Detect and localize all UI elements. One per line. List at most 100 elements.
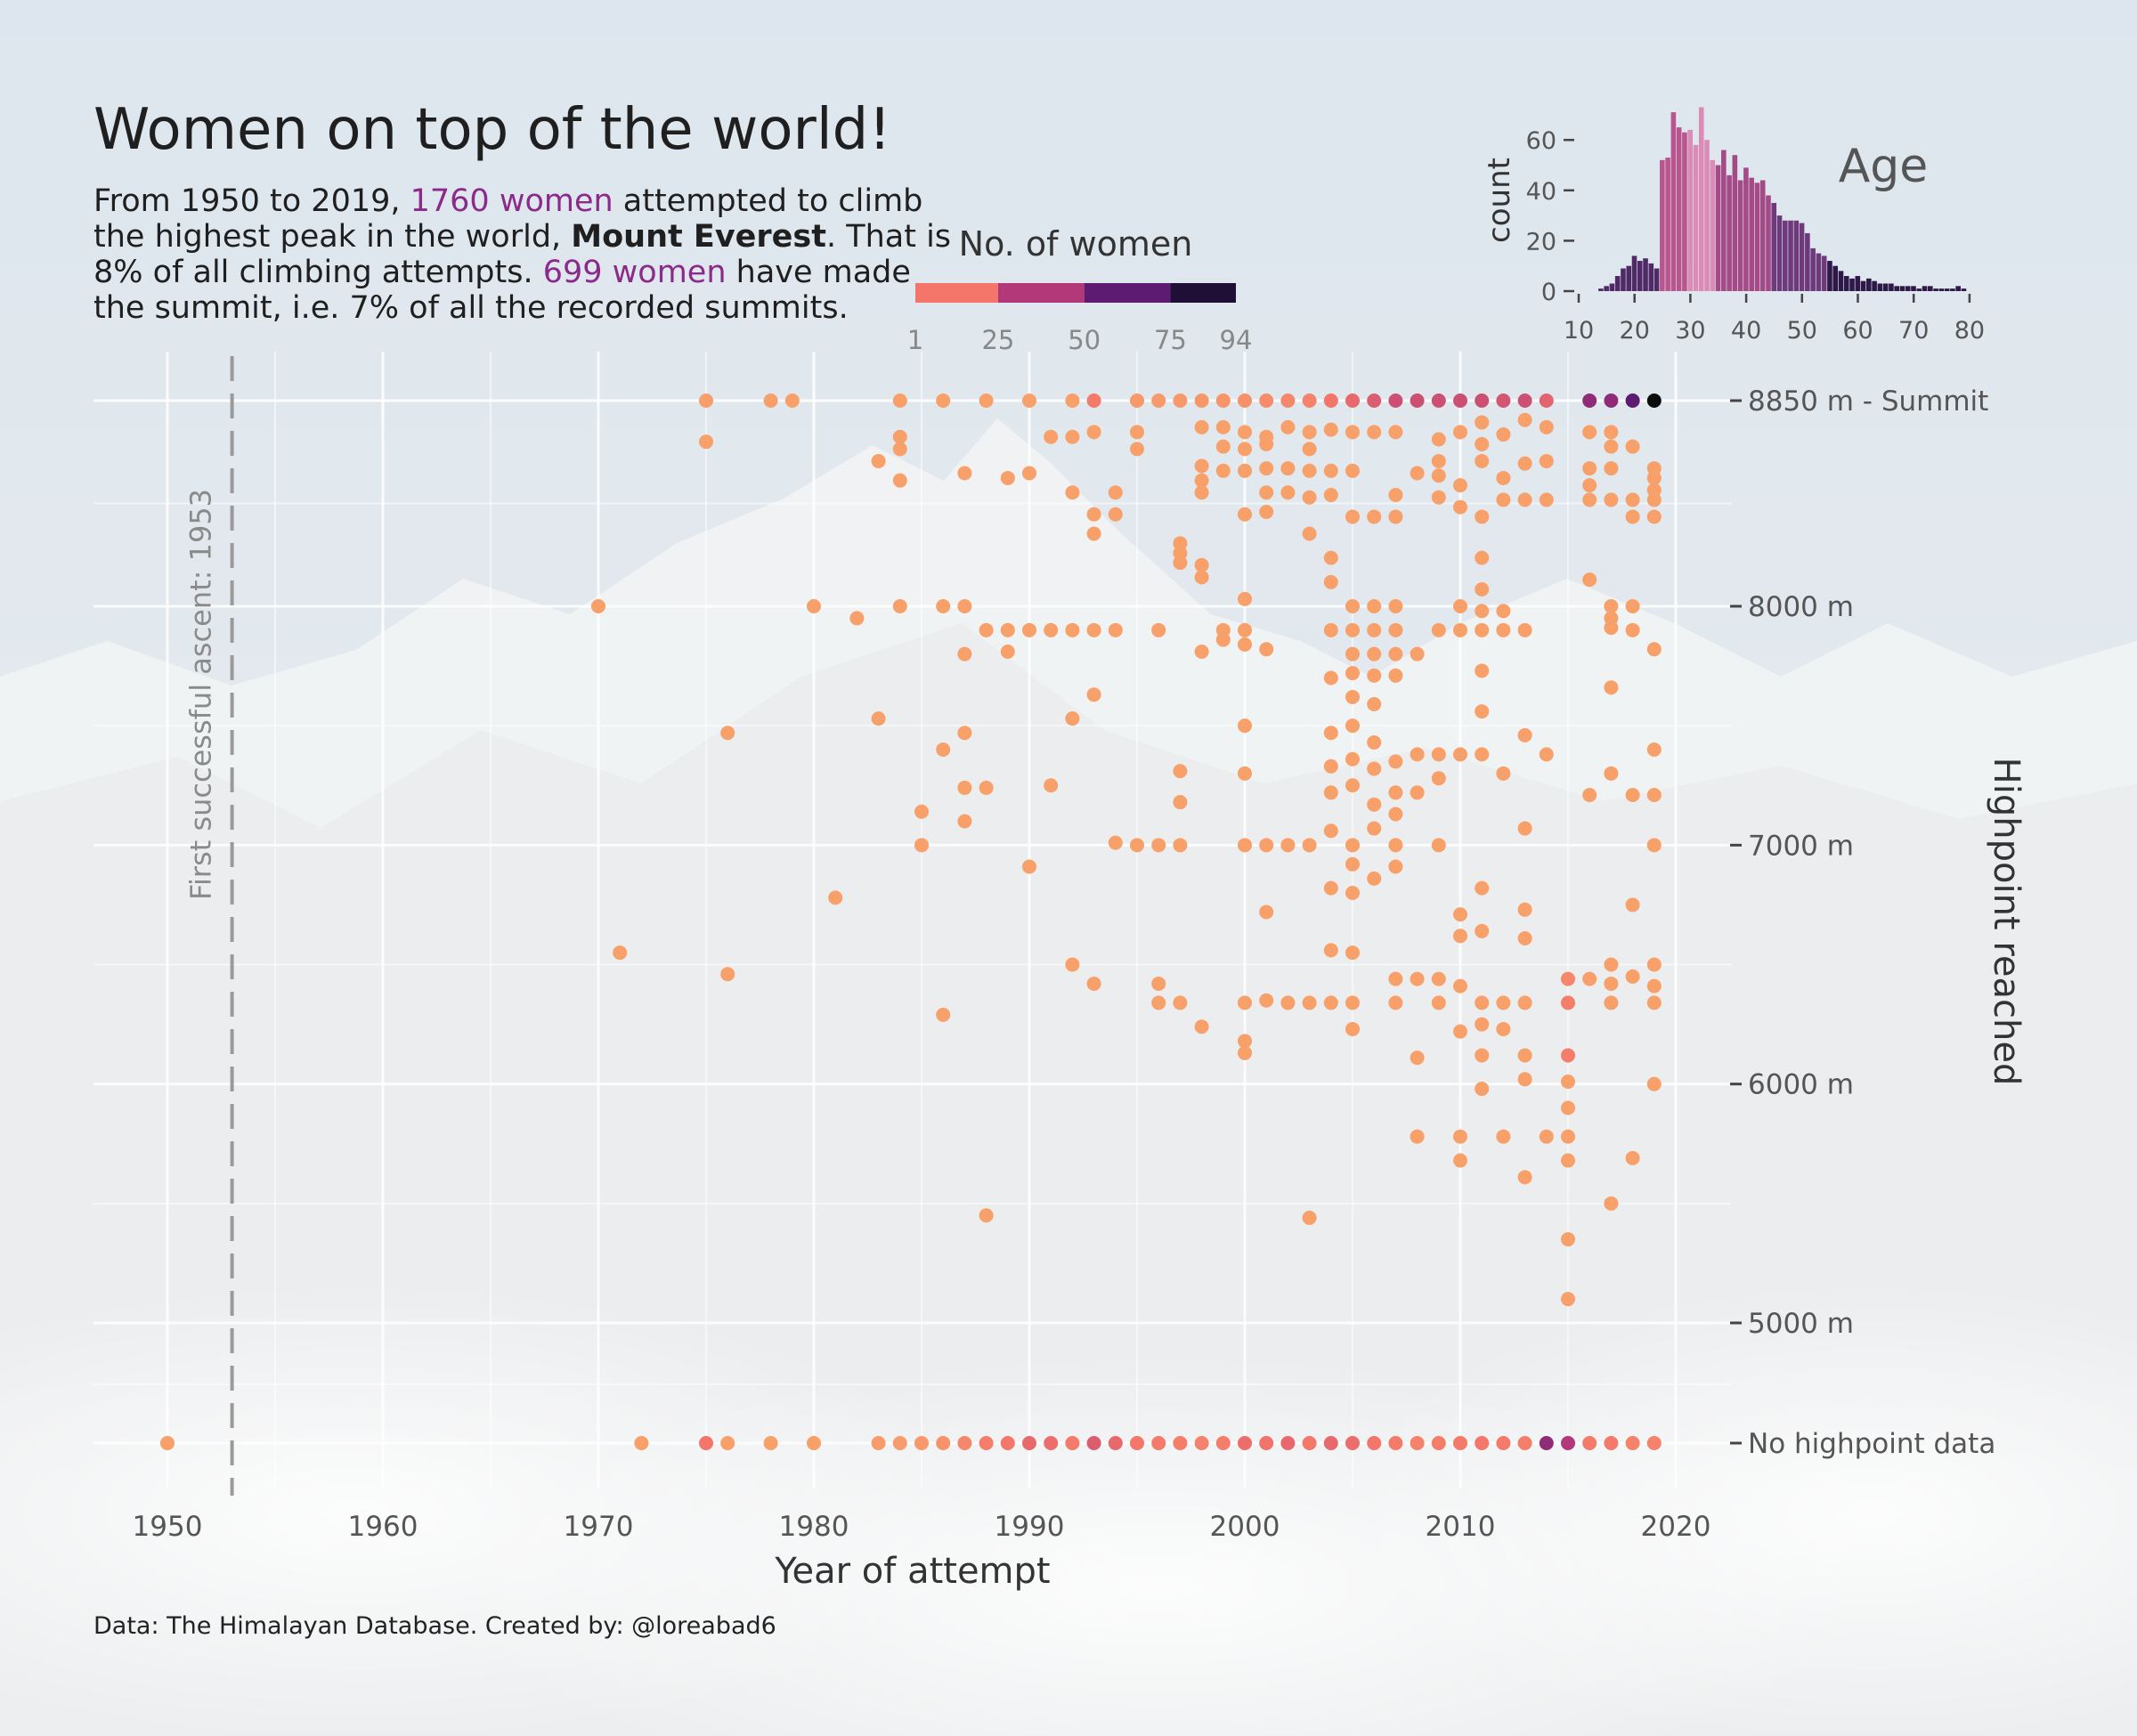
data-point: [1130, 1436, 1144, 1450]
data-point: [1431, 1436, 1446, 1450]
histogram-bar: [1687, 129, 1693, 291]
histogram-bar: [1889, 283, 1894, 291]
x-tick-label: 2000: [1210, 1511, 1280, 1543]
data-point: [1065, 485, 1080, 500]
data-point: [1194, 419, 1209, 434]
data-point: [1215, 419, 1231, 434]
data-point: [1345, 425, 1360, 440]
data-point: [1625, 509, 1640, 524]
data-point: [1323, 574, 1338, 589]
histogram-bar: [1743, 167, 1749, 291]
histogram-y-tick-label: 0: [1541, 279, 1556, 306]
data-point: [1323, 622, 1338, 637]
data-point: [1022, 622, 1036, 637]
data-point: [1173, 556, 1188, 571]
data-point: [1238, 507, 1252, 522]
data-point: [1582, 425, 1597, 440]
x-tick-label: 1950: [133, 1511, 203, 1543]
data-point: [957, 814, 972, 829]
histogram-bar: [1766, 195, 1771, 291]
subtitle-text: attempted to climb: [613, 183, 923, 219]
legend-tick-label: 50: [1068, 325, 1101, 355]
histogram-bar: [1933, 288, 1938, 291]
data-point: [957, 1436, 972, 1450]
data-point: [1539, 1436, 1554, 1450]
histogram-x-tick-label: 60: [1842, 317, 1873, 345]
data-point: [1431, 838, 1446, 853]
x-tick-label: 1970: [564, 1511, 634, 1543]
data-point: [1517, 456, 1532, 471]
data-point: [1388, 785, 1403, 800]
histogram-bar: [1911, 286, 1916, 291]
data-point: [1496, 1436, 1511, 1450]
data-point: [1000, 644, 1015, 659]
data-point: [1086, 622, 1101, 637]
data-point: [1453, 1436, 1467, 1450]
data-point: [1367, 509, 1382, 524]
data-point: [1367, 734, 1382, 750]
data-point: [1302, 393, 1317, 408]
histogram-bar: [1899, 286, 1905, 291]
data-point: [1453, 425, 1467, 440]
subtitle-line-3: 8% of all climbing attempts. 699 women h…: [93, 255, 911, 290]
data-point: [1000, 470, 1015, 485]
histogram-bar: [1676, 127, 1682, 291]
data-point: [1345, 856, 1360, 872]
data-point: [1410, 971, 1425, 986]
data-point: [1345, 945, 1360, 961]
data-point: [1453, 1129, 1467, 1144]
legend-color-bar: [915, 283, 1236, 303]
data-point: [1646, 995, 1662, 1010]
data-point: [1561, 1153, 1575, 1168]
data-point: [957, 726, 972, 741]
first-ascent-annotation: First successful ascent: 1953: [184, 356, 234, 1496]
histogram-bar: [1626, 265, 1632, 291]
data-point: [957, 780, 972, 795]
data-point: [1625, 1150, 1640, 1165]
legend-tick-label: 94: [1220, 325, 1253, 355]
histogram-bar: [1654, 268, 1660, 291]
data-point: [1259, 505, 1274, 520]
data-point: [936, 1007, 951, 1022]
y-tick-label: 7000 m: [1748, 830, 1854, 862]
data-point: [1259, 838, 1274, 853]
data-point: [1388, 859, 1403, 874]
histogram-y-tick-label: 60: [1526, 127, 1556, 155]
data-point: [1323, 758, 1338, 774]
histogram-axes: 10 20 30 40 50 60 70 80 0 20 40 60: [1526, 127, 1985, 345]
data-point: [1431, 771, 1446, 786]
subtitle-highlight-attempts: 1760 women: [410, 183, 613, 219]
data-point: [1646, 492, 1662, 507]
histogram-bar: [1776, 215, 1783, 291]
data-point: [1561, 1129, 1575, 1144]
histogram-bar: [1872, 280, 1877, 291]
data-point: [1323, 880, 1338, 896]
data-point: [1604, 599, 1619, 613]
data-point: [1367, 821, 1382, 836]
data-point: [1388, 622, 1403, 637]
histogram-bar: [1609, 283, 1615, 291]
data-point: [1194, 458, 1209, 474]
histogram-bar: [1771, 202, 1777, 291]
data-point: [1173, 795, 1188, 810]
data-point: [979, 393, 994, 408]
data-point: [1367, 761, 1382, 776]
x-axis-label: Year of attempt: [774, 1551, 1050, 1592]
data-point: [1475, 1017, 1490, 1032]
data-point: [1280, 995, 1296, 1010]
data-point: [699, 1436, 713, 1450]
histogram-x-tick-label: 80: [1954, 317, 1985, 345]
data-point: [1431, 393, 1446, 408]
first-ascent-label: First successful ascent: 1953: [184, 489, 218, 900]
data-point: [936, 599, 951, 613]
data-point: [1086, 687, 1101, 702]
subtitle-text: . That is: [826, 219, 951, 255]
histogram-bar: [1816, 253, 1822, 291]
data-point: [1238, 995, 1252, 1010]
data-point: [1259, 485, 1274, 500]
data-point: [1065, 957, 1080, 972]
data-point: [1582, 478, 1597, 493]
data-point: [1496, 470, 1511, 485]
data-point: [1625, 1436, 1640, 1450]
